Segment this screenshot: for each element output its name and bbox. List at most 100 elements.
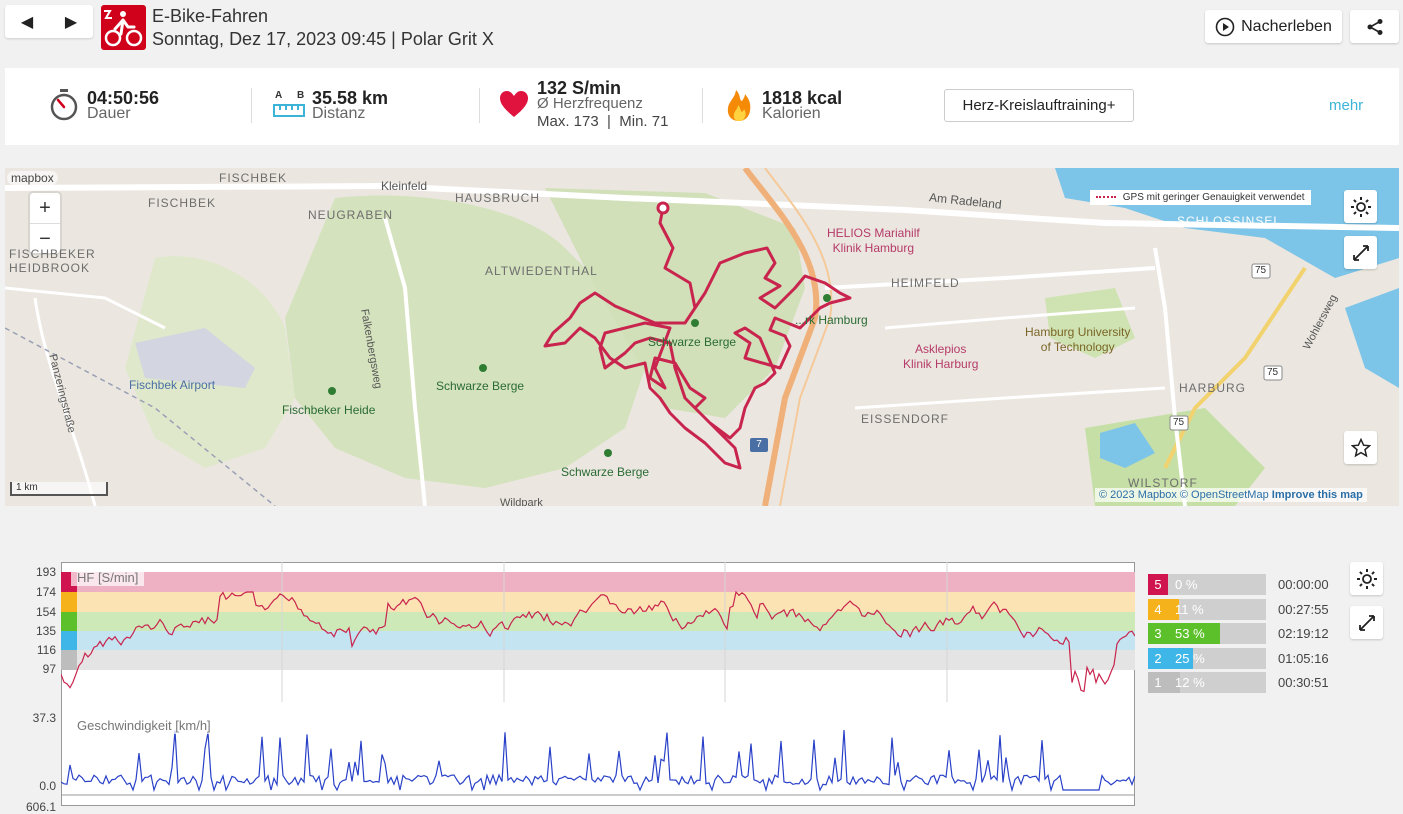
gps-legend: GPS mit geringer Genauigkeit verwendet (1090, 190, 1311, 205)
calories-label: Kalorien (762, 105, 821, 122)
zone-fill (1168, 672, 1180, 693)
activity-subtitle: Sonntag, Dez 17, 2023 09:45 | Polar Grit… (152, 29, 494, 49)
label-b75-b: 75 (1267, 367, 1279, 378)
hr-chart[interactable] (61, 562, 1135, 702)
training-benefit-button[interactable]: Herz-Kreislauftraining+ (944, 89, 1134, 122)
route-map[interactable]: mapbox + − GPS mit geringer Genauigkeit … (5, 168, 1399, 506)
more-link[interactable]: mehr (1329, 97, 1364, 114)
zone-fill (1168, 598, 1179, 620)
distance-icon: A B (273, 90, 305, 122)
zone-percent: 53 % (1175, 626, 1205, 641)
gps-legend-text: GPS mit geringer Genauigkeit verwendet (1122, 192, 1305, 203)
speed-tick-min: 0.0 (39, 779, 56, 793)
ebike-icon (101, 5, 146, 50)
stopwatch-icon (50, 89, 78, 121)
next-activity-button[interactable]: ▶ (64, 13, 78, 31)
label-wilstorf: WILSTORF (1128, 476, 1198, 490)
zone-number: 5 (1148, 574, 1168, 595)
label-hausbruch: HAUSBRUCH (455, 191, 541, 205)
label-wildpark-hamburg: ...rk Hamburg (795, 313, 868, 327)
zone-time: 02:19:12 (1278, 626, 1329, 641)
speed-chart[interactable] (61, 710, 1135, 796)
attribution-text[interactable]: © 2023 Mapbox © OpenStreetMap (1099, 489, 1269, 501)
label-heimfeld: HEIMFELD (891, 276, 960, 290)
zone-percent: 11 % (1175, 601, 1204, 617)
label-helios: HELIOS Mariahilf Klinik Hamburg (827, 226, 920, 255)
zone-time: 00:30:51 (1278, 675, 1329, 690)
map-favorite-button[interactable] (1344, 431, 1377, 464)
label-asklepios: Asklepios Klinik Harburg (903, 342, 979, 371)
label-harburg: HARBURG (1179, 381, 1247, 395)
zoom-out-button[interactable]: − (30, 223, 60, 254)
label-schlossinsel: SCHLOSSINSEL (1177, 214, 1282, 228)
zone-percent: 0 % (1175, 577, 1198, 592)
zone-percent: 25 % (1175, 650, 1205, 666)
hr-tick-116: 116 (36, 643, 56, 657)
distance-value: 35.58 km (312, 88, 389, 108)
heart-icon (500, 91, 528, 117)
zone-number: 3 (1148, 623, 1168, 644)
b75-shield-a (1251, 263, 1271, 279)
zone-row-2: 2 25 % (1148, 647, 1266, 669)
label-fischbeker-heide: Fischbeker Heide (282, 403, 376, 417)
hr-tick-193: 193 (35, 565, 56, 579)
a7-shield (750, 438, 768, 452)
speed-tick-max: 37.3 (32, 711, 56, 725)
b75-shield-b (1263, 365, 1283, 381)
label-altwiedenthal: ALTWIEDENTHAL (485, 264, 598, 278)
sport-title: E-Bike-Fahren (152, 6, 269, 26)
map-settings-button[interactable] (1344, 190, 1377, 223)
chart-fullscreen-button[interactable] (1350, 606, 1383, 639)
expand-icon (1352, 244, 1369, 261)
improve-map-link[interactable]: Improve this map (1271, 489, 1363, 501)
hr-tick-97: 97 (42, 662, 56, 676)
zone-fill (1168, 647, 1193, 669)
mapbox-logo[interactable]: mapbox (7, 171, 58, 185)
previous-activity-button[interactable]: ◀ (20, 13, 34, 31)
label-fischbek-n: FISCHBEK (219, 171, 288, 185)
label-tuhh: Hamburg University of Technology (1025, 325, 1131, 354)
expand-icon (1358, 614, 1375, 631)
zone-row-4: 4 11 % (1148, 598, 1266, 620)
hr-avg-value: 132 S/min (537, 78, 622, 98)
calories-value: 1818 kcal (762, 88, 843, 108)
hr-minmax: Max. 173 | Min. 71 (537, 113, 669, 130)
share-button[interactable] (1350, 10, 1399, 43)
map-fullscreen-button[interactable] (1344, 236, 1377, 269)
hr-tick-135: 135 (35, 624, 56, 638)
replay-label: Nacherleben (1241, 17, 1332, 35)
label-b75-c: 75 (1173, 417, 1185, 428)
zone-percent: 12 % (1175, 675, 1205, 690)
flame-icon (727, 90, 751, 121)
share-icon (1367, 18, 1382, 35)
zone-time: 00:00:00 (1278, 577, 1329, 592)
distance-label: Distanz (312, 105, 366, 122)
hr-tick-154: 154 (35, 605, 56, 619)
chart-settings-button[interactable] (1350, 562, 1383, 595)
zone-number: 4 (1148, 598, 1168, 620)
zone-row-3: 3 53 % (1148, 623, 1266, 644)
zone-time: 01:05:16 (1278, 650, 1329, 666)
replay-button[interactable]: Nacherleben (1205, 10, 1342, 43)
next-chart-tick: 606.1 (25, 800, 56, 814)
label-schwarze-berge-1: Schwarze Berge (436, 379, 525, 393)
star-icon (1350, 437, 1371, 457)
label-kleinfeld: Kleinfeld (381, 179, 428, 193)
map-background (5, 168, 1399, 506)
label-airport: Fischbek Airport (129, 378, 216, 392)
label-heidbrook: FISCHBEKER HEIDBROOK (9, 247, 96, 275)
zone-row-5: 5 0 % (1148, 574, 1266, 595)
label-schwarze-berge-3: Schwarze Berge (561, 465, 650, 479)
distance-icon-a: A (275, 90, 283, 101)
label-schwarze-berge-2: Schwarze Berge (648, 335, 737, 349)
label-a7: 7 (756, 439, 762, 450)
zoom-controls: + − (30, 193, 60, 253)
zoom-in-button[interactable]: + (39, 196, 51, 219)
zone-fill (1168, 623, 1220, 644)
label-neugraben: NEUGRABEN (308, 208, 394, 222)
duration-value: 04:50:56 (87, 88, 160, 108)
hr-tick-174: 174 (35, 585, 56, 599)
label-wildpark: Wildpark (500, 497, 543, 506)
dotted-line-icon (1096, 196, 1116, 199)
b75-shield-c (1169, 415, 1189, 431)
